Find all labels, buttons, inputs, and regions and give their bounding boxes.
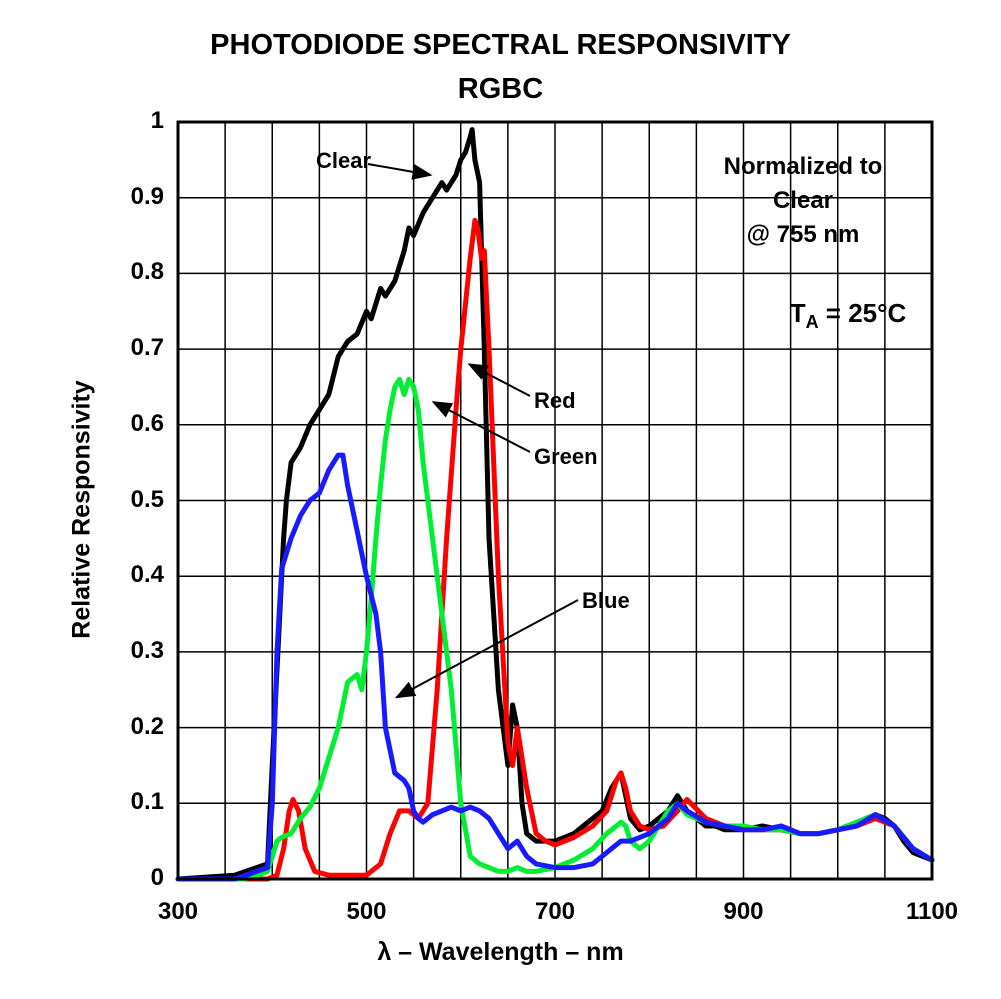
x-tick-label: 300	[157, 898, 199, 925]
temperature-note: TA = 25°C	[768, 296, 928, 339]
label-arrows	[367, 163, 579, 699]
y-tick-label: 0.2	[130, 712, 164, 740]
y-axis-label: Relative Responsivity	[67, 380, 96, 639]
x-tick-label: 700	[534, 898, 576, 925]
y-tick-label: 0.3	[130, 636, 164, 664]
chart-grid	[178, 122, 932, 879]
temperature-note-sub: A	[805, 312, 819, 333]
arrow-line-green	[432, 401, 531, 453]
y-tick-label: 1	[150, 107, 164, 134]
arrow-head-clear	[411, 163, 433, 180]
series-label-clear: Clear	[316, 148, 372, 173]
x-tick-label: 1100	[905, 898, 959, 925]
series-label-blue: Blue	[582, 588, 630, 613]
x-tick-label: 500	[346, 898, 387, 925]
normalization-note-line1: Normalized to	[723, 153, 883, 180]
arrow-head-green	[431, 401, 454, 418]
series-label-red: Red	[534, 388, 576, 413]
series-label-green: Green	[534, 444, 598, 469]
normalization-note-line2: Clear	[772, 187, 834, 214]
y-tick-label: 0	[150, 864, 164, 891]
chart-subtitle: RGBC	[457, 73, 544, 105]
y-tick-label: 0.7	[130, 334, 164, 362]
arrow-line-blue	[396, 599, 579, 699]
y-tick-label: 0.8	[130, 258, 164, 286]
normalization-note-line3: @ 755 nm	[746, 221, 860, 248]
y-tick-label: 0.1	[130, 788, 164, 816]
plot-frame	[176, 120, 934, 881]
y-tick-label: 0.6	[130, 409, 164, 437]
series-group	[175, 127, 935, 882]
x-tick-label: 900	[723, 898, 764, 925]
temperature-note-prefix: T	[789, 298, 806, 328]
y-tick-label: 0.9	[130, 182, 164, 210]
arrow-head-red	[467, 363, 489, 380]
y-tick-label: 0.4	[130, 561, 164, 589]
series-line-blue	[175, 452, 935, 882]
y-tick-label: 0.5	[130, 485, 164, 513]
chart-title: PHOTODIODE SPECTRAL RESPONSIVITY	[210, 29, 791, 61]
normalization-note: Normalized to Clear @ 755 nm	[688, 150, 918, 252]
x-axis-label: λ – Wavelength – nm	[377, 938, 624, 966]
temperature-note-suffix: = 25°C	[818, 298, 907, 328]
arrow-head-blue	[394, 681, 417, 699]
